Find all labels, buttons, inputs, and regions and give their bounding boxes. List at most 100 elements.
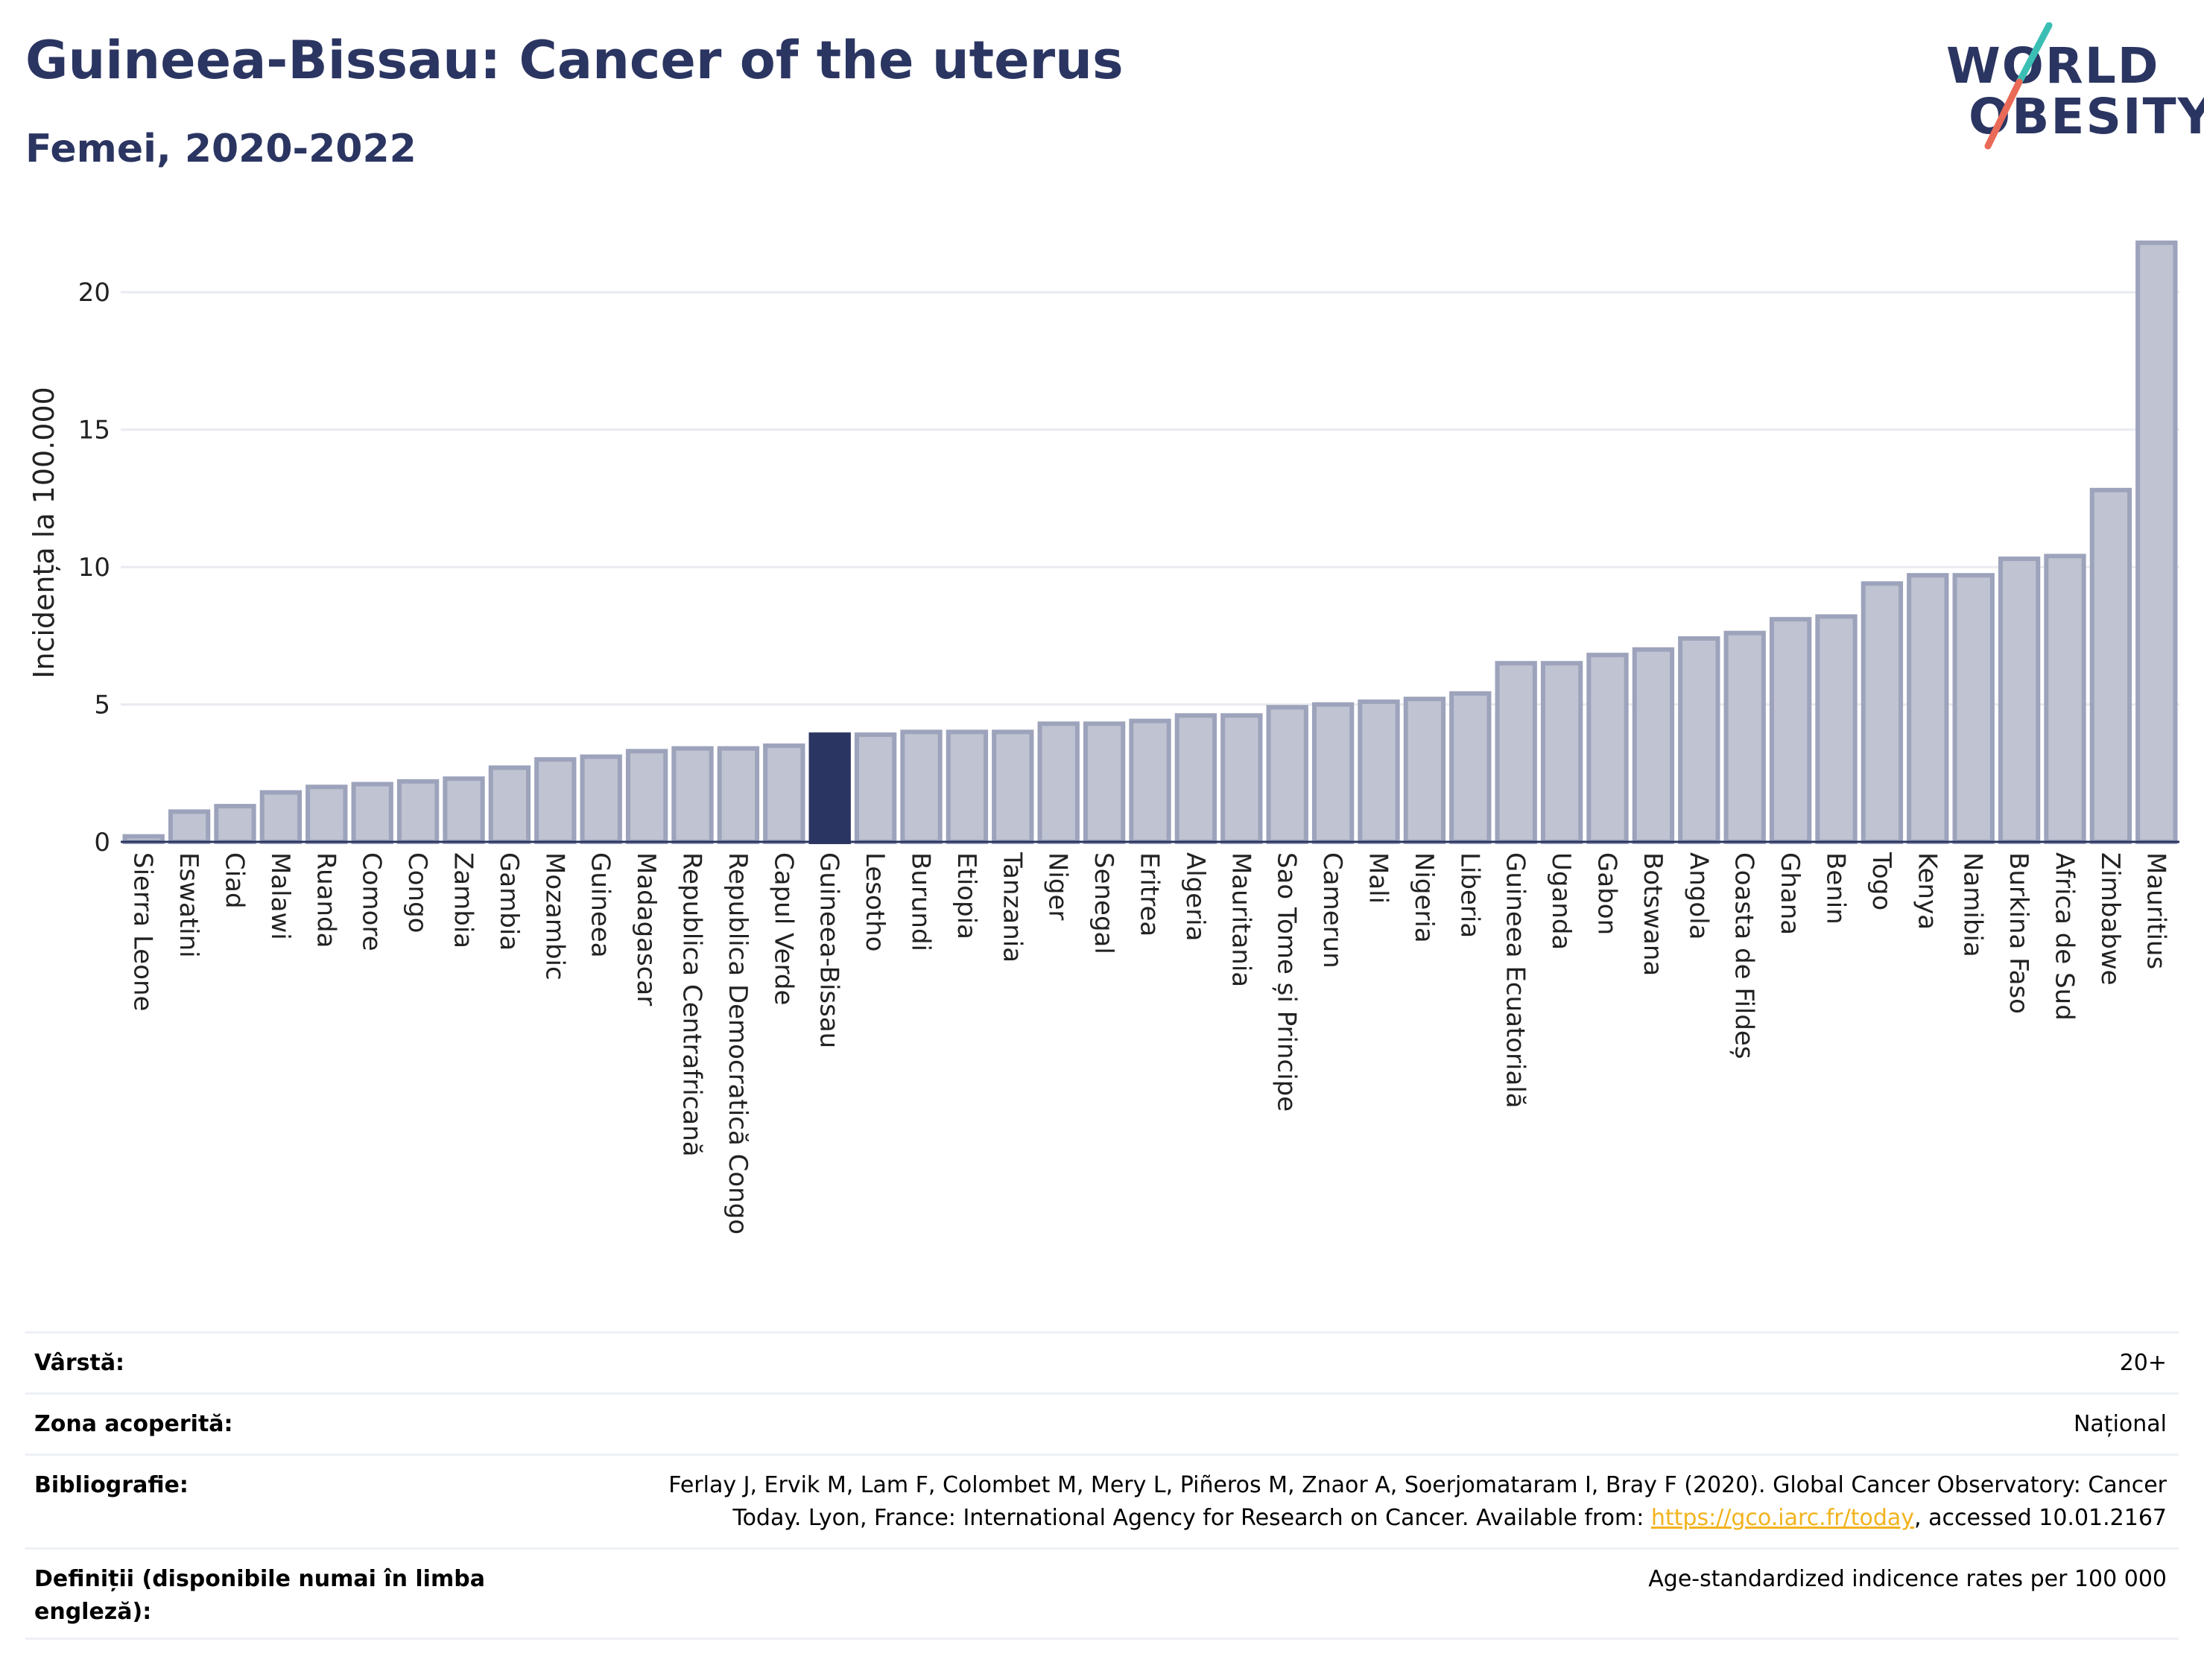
bar-guineea-bissau	[808, 732, 851, 845]
bibliography-line-2-end: , accessed 10.01.2167	[1914, 1505, 2167, 1531]
x-tick-label: Togo	[1866, 852, 1896, 910]
x-tick-label: Burkina Faso	[2004, 852, 2033, 1014]
bar-lesotho	[854, 732, 897, 845]
x-tick-label: Ruanda	[311, 852, 341, 948]
bar-sao-tome-i-principe	[1266, 705, 1308, 844]
x-tick-label: Malawi	[265, 852, 295, 940]
source-link[interactable]: https://gco.iarc.fr/today	[1650, 1505, 1915, 1531]
bar-guineea	[580, 754, 622, 845]
logo-word-1: WORLD	[1946, 37, 2160, 95]
x-tick-label: Uganda	[1546, 852, 1576, 950]
x-tick-label: Kenya	[1912, 852, 1942, 930]
info-row-bibliography: Bibliografie: Ferlay J, Ervik M, Lam F, …	[25, 1454, 2179, 1547]
bar-zimbabwe	[2089, 487, 2132, 844]
x-tick-label: Coasta de Fildeș	[1729, 852, 1759, 1059]
y-tick-label: 5	[94, 691, 110, 720]
info-row-age: Vârstă: 20+	[25, 1331, 2179, 1392]
bar-camerun	[1311, 702, 1355, 844]
x-axis-labels: Sierra Leone Eswatini Ciad Malawi Ruanda Como…	[128, 852, 2171, 1234]
x-tick-label: Lesotho	[860, 852, 890, 951]
bar-guineea-ecuatorial-	[1495, 661, 1537, 844]
bar-uganda	[1540, 661, 1583, 844]
bar-ciad	[214, 804, 256, 844]
bar-mauritania	[1220, 713, 1263, 844]
bar-gambia	[488, 765, 531, 845]
x-tick-label: Burundi	[906, 852, 936, 951]
bibliography-line-2: Today. Lyon, France: International Agenc…	[668, 1502, 2167, 1535]
bar-tanzania	[992, 729, 1034, 845]
bar-burkina-faso	[1998, 557, 2041, 844]
x-tick-label: Senegal	[1089, 852, 1118, 954]
x-tick-label: Mauritius	[2141, 852, 2170, 969]
y-axis-label: Incidența la 100.000	[28, 387, 60, 679]
x-tick-label: Gabon	[1592, 852, 1622, 935]
y-tick-label: 0	[94, 828, 110, 858]
x-tick-label: Camerun	[1317, 852, 1347, 969]
bar-mozambic	[534, 757, 577, 844]
info-label-bibliography: Bibliografie:	[34, 1472, 189, 1498]
definitions-label-line-2: engleză):	[34, 1599, 152, 1625]
info-label-definitions: Definiții (disponibile numai în limba en…	[34, 1563, 485, 1629]
bar-eritrea	[1129, 718, 1171, 845]
bar-gabon	[1586, 653, 1629, 845]
bar-angola	[1678, 636, 1720, 844]
x-tick-label: Guineea-Bissau	[814, 852, 844, 1048]
x-tick-label: Botswana	[1638, 852, 1668, 976]
x-tick-label: Guineea	[586, 852, 615, 958]
logo-slash-icon	[1984, 22, 2053, 150]
x-tick-label: Capul Verde	[768, 852, 798, 1005]
bar-africa-de-sud	[2044, 554, 2086, 844]
x-tick-label: Niger	[1043, 852, 1073, 920]
bar-togo	[1861, 581, 1904, 844]
x-tick-label: Nigeria	[1409, 852, 1439, 943]
bar-eswatini	[168, 809, 211, 845]
x-tick-label: Republica Centrafricană	[677, 852, 707, 1157]
bar-coasta-de-filde-	[1723, 630, 1766, 845]
bars	[122, 240, 2178, 845]
bar-etiopia	[946, 729, 989, 845]
info-value-definitions: Age-standardized indicence rates per 100…	[1648, 1566, 2167, 1592]
bar-republica-centrafrican-	[671, 746, 714, 844]
definitions-label-line-1: Definiții (disponibile numai în limba	[34, 1566, 485, 1592]
bar-mauritius	[2135, 240, 2178, 845]
info-label-age: Vârstă:	[34, 1350, 125, 1376]
x-tick-label: Comore	[357, 852, 387, 951]
x-tick-label: Sao Tome și Principe	[1272, 852, 1302, 1112]
x-tick-label: Mozambic	[539, 852, 569, 980]
bibliography-line-1: Ferlay J, Ervik M, Lam F, Colombet M, Me…	[668, 1472, 2167, 1498]
x-tick-label: Eritrea	[1135, 852, 1165, 936]
x-tick-label: Gambia	[494, 852, 524, 951]
y-tick-label: 15	[78, 416, 110, 446]
bar-mali	[1358, 699, 1400, 844]
info-label-coverage: Zona acoperită:	[34, 1411, 233, 1437]
bar-senegal	[1083, 721, 1126, 845]
bar-ghana	[1769, 617, 1812, 844]
x-tick-label: Liberia	[1454, 852, 1484, 938]
x-tick-label: Ciad	[220, 852, 250, 909]
bar-republica-democratic-congo	[717, 746, 760, 844]
bibliography-line-2-start: Today. Lyon, France: International Agenc…	[732, 1505, 1651, 1531]
info-table: Vârstă: 20+ Zona acoperită: Național Bib…	[25, 1331, 2179, 1640]
x-tick-label: Madagascar	[631, 852, 661, 1006]
page-title: Guineea-Bissau: Cancer of the uterus	[25, 30, 1124, 91]
bar-benin	[1815, 614, 1858, 844]
info-value-bibliography: Ferlay J, Ervik M, Lam F, Colombet M, Me…	[668, 1469, 2167, 1535]
x-tick-label: Guineea Ecuatorială	[1501, 852, 1530, 1109]
x-tick-label: Sierra Leone	[128, 852, 158, 1011]
info-row-definitions: Definiții (disponibile numai în limba en…	[25, 1547, 2179, 1640]
bar-zambia	[443, 776, 485, 844]
bar-kenya	[1907, 573, 1949, 845]
info-row-coverage: Zona acoperită: Național	[25, 1392, 2179, 1454]
x-tick-label: Etiopia	[951, 852, 981, 939]
x-tick-label: Benin	[1821, 852, 1851, 925]
bar-namibia	[1952, 573, 1995, 845]
x-tick-label: Zambia	[449, 852, 478, 948]
page-subtitle: Femei, 2020-2022	[25, 127, 417, 171]
x-tick-label: Algeria	[1180, 852, 1210, 941]
info-value-age: 20+	[2119, 1350, 2167, 1376]
bar-capul-verde	[763, 743, 805, 845]
bar-madagascar	[625, 749, 668, 844]
info-value-coverage: Național	[2073, 1411, 2167, 1437]
world-obesity-logo: WORLD OBESITY	[1945, 22, 2204, 156]
x-tick-label: Tanzania	[997, 852, 1027, 963]
